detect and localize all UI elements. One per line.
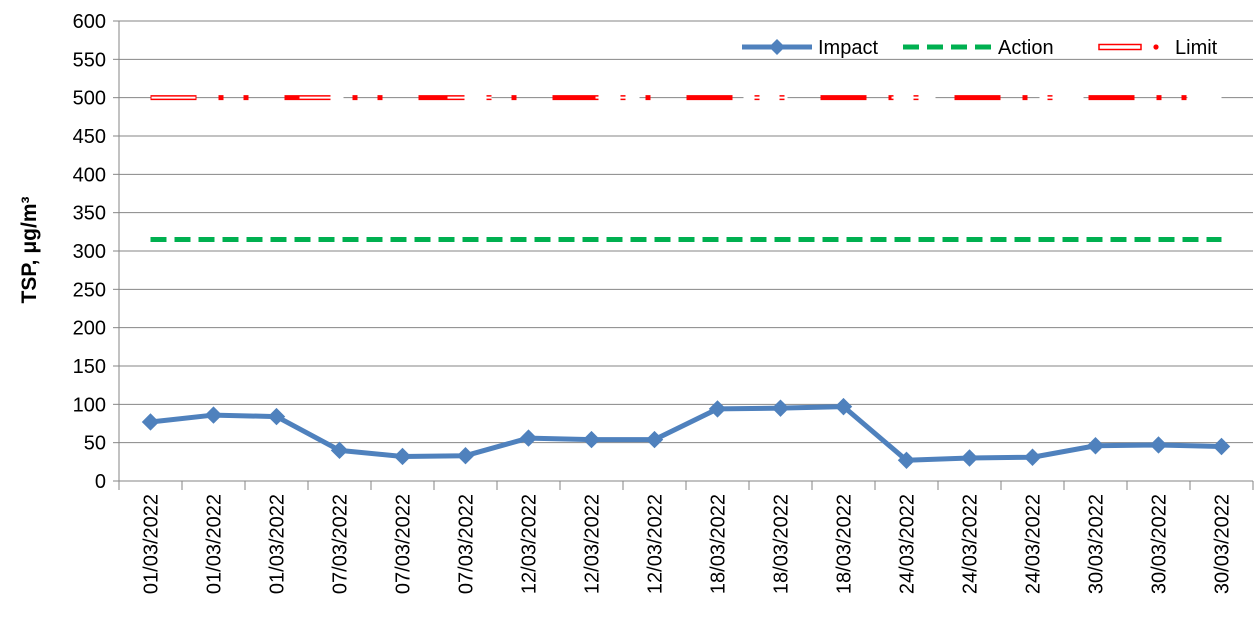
y-tick-label: 400 [73, 164, 106, 186]
y-tick-label: 550 [73, 49, 106, 71]
y-tick-label: 250 [73, 279, 106, 301]
x-tick-label: 30/03/2022 [1212, 494, 1234, 594]
x-tick-label: 18/03/2022 [771, 494, 793, 594]
x-tick-label: 12/03/2022 [645, 494, 667, 594]
x-tick-labels: 01/03/2022 01/03/2022 01/03/2022 07/03/2022… [141, 494, 1234, 594]
x-tick-label: 01/03/2022 [267, 494, 289, 594]
data-point-impact [1212, 437, 1231, 456]
data-point-impact [456, 446, 475, 465]
x-tick-label: 12/03/2022 [582, 494, 604, 594]
data-point-impact [834, 397, 853, 416]
data-point-impact [267, 407, 286, 426]
legend-label-action: Action [998, 37, 1054, 59]
x-tick-label: 24/03/2022 [960, 494, 982, 594]
y-tick-label: 150 [73, 356, 106, 378]
legend-swatch-dot [1153, 44, 1159, 50]
data-point-impact [1086, 437, 1105, 455]
x-tick-label: 18/03/2022 [834, 494, 856, 594]
data-point-impact [519, 429, 538, 447]
x-tick-label: 12/03/2022 [519, 494, 541, 594]
data-point-impact [897, 451, 916, 470]
x-tick-label: 07/03/2022 [330, 494, 352, 594]
y-tick-label: 450 [73, 126, 106, 148]
data-point-impact [1149, 436, 1168, 454]
x-tick-label: 01/03/2022 [204, 494, 226, 594]
x-tick-label: 18/03/2022 [708, 494, 730, 594]
legend-label-limit: Limit [1175, 37, 1218, 59]
data-point-impact [141, 413, 160, 431]
y-tick-labels: 0 50 100 150 200 250 300 350 400 450 500 550 600 [73, 11, 106, 493]
y-tick-label: 100 [73, 394, 106, 416]
data-point-impact [393, 447, 412, 466]
y-axis-title: TSP, μg/m³ [18, 197, 41, 304]
data-point-impact [708, 400, 727, 418]
data-point-impact [582, 430, 601, 449]
data-point-impact [204, 406, 223, 424]
y-tick-label: 600 [73, 11, 106, 33]
legend: Impact Action Limit [742, 37, 1218, 59]
y-tick-label: 500 [73, 88, 106, 110]
legend-swatch-limit [1098, 43, 1142, 51]
y-tick-label: 0 [95, 471, 106, 493]
x-tick-label: 30/03/2022 [1086, 494, 1108, 594]
x-tick-label: 30/03/2022 [1149, 494, 1171, 594]
y-tick-label: 200 [73, 318, 106, 340]
data-point-impact [960, 449, 979, 467]
y-tick-label: 300 [73, 241, 106, 263]
y-tick-label: 350 [73, 203, 106, 225]
x-tick-label: 07/03/2022 [456, 494, 478, 594]
data-point-impact [330, 441, 349, 460]
series-line-impact [150, 404, 1222, 463]
y-tick-label: 50 [84, 433, 106, 455]
data-point-impact [771, 399, 790, 417]
x-tick-label: 07/03/2022 [393, 494, 415, 594]
gridlines [119, 20, 1253, 444]
data-point-impact [645, 430, 664, 449]
x-tick-label: 24/03/2022 [897, 494, 919, 594]
series [141, 95, 1231, 470]
legend-marker-impact [769, 39, 785, 55]
x-tick-label: 24/03/2022 [1023, 494, 1045, 594]
data-point-impact [1023, 448, 1042, 466]
legend-label-impact: Impact [818, 37, 878, 59]
axes [113, 20, 1254, 490]
x-tick-label: 01/03/2022 [141, 494, 163, 594]
